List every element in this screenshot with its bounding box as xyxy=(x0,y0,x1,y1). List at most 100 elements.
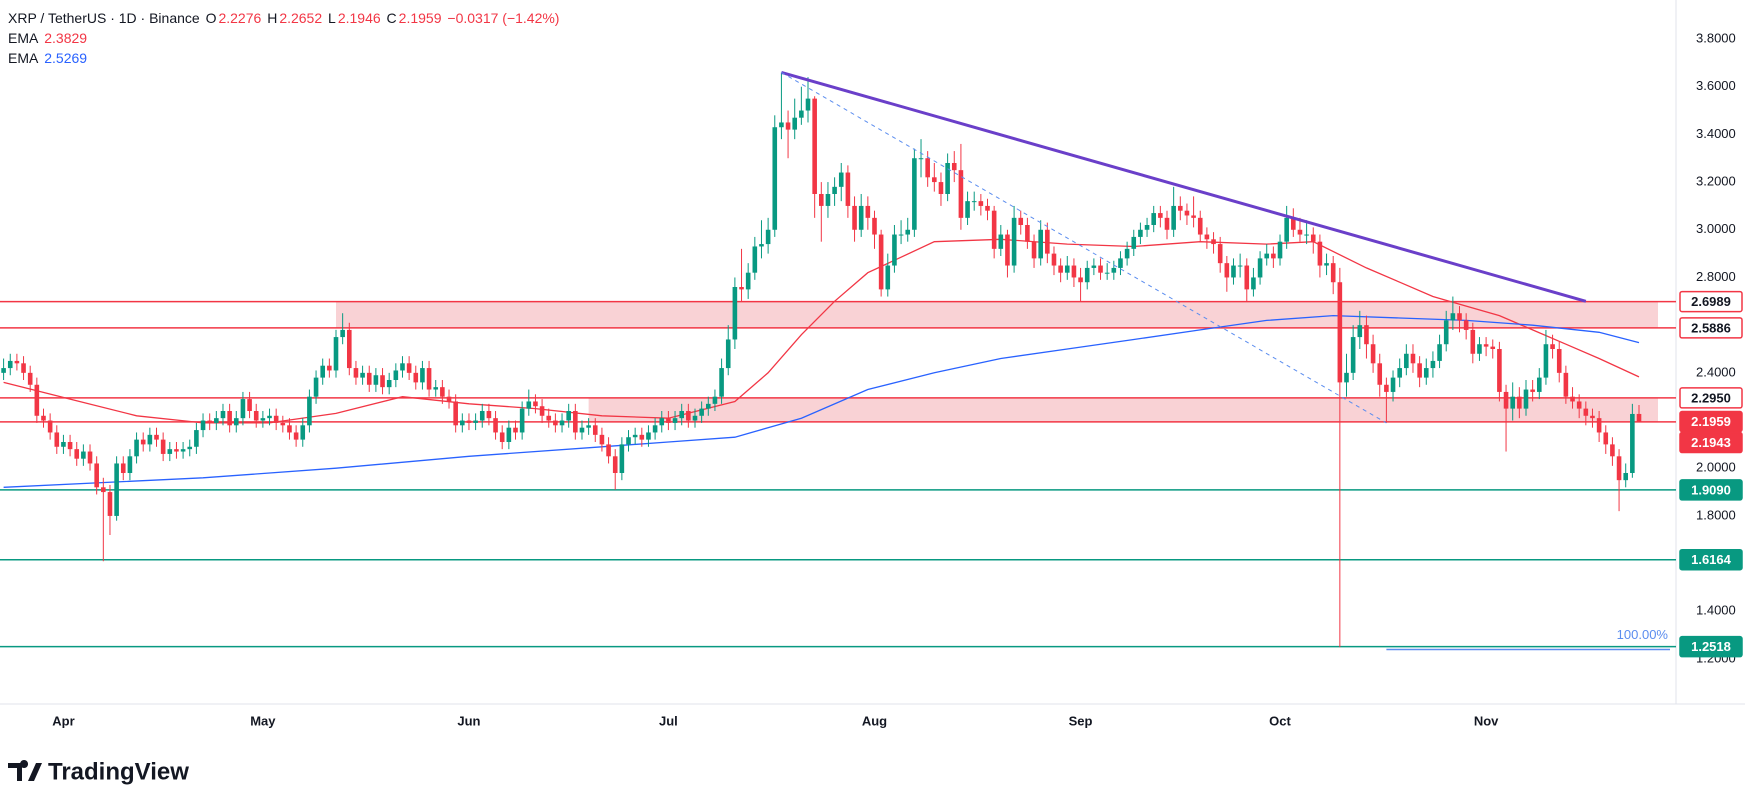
candle-body xyxy=(167,449,173,454)
candle-body xyxy=(1231,265,1236,278)
candle-body xyxy=(646,432,651,440)
candle-body xyxy=(1556,349,1562,373)
candle-body xyxy=(752,246,758,273)
y-tick-label: 1.8000 xyxy=(1696,507,1736,522)
y-tick-label: 3.6000 xyxy=(1696,78,1736,93)
candle-body xyxy=(27,372,33,385)
y-tick-label: 3.8000 xyxy=(1696,30,1736,45)
candle-body xyxy=(1284,217,1289,242)
candle-body xyxy=(1217,244,1223,264)
candle-body xyxy=(905,229,911,235)
candle-body xyxy=(360,372,365,378)
price-label-box xyxy=(1679,548,1743,571)
candle-body xyxy=(1550,344,1555,349)
candle-body xyxy=(380,375,385,388)
candle-body xyxy=(566,411,571,421)
candle-body xyxy=(845,172,851,206)
candle-body xyxy=(965,201,970,218)
price-label-box xyxy=(1679,479,1743,501)
candle-body xyxy=(519,408,525,433)
candle-body xyxy=(898,234,904,236)
candle-body xyxy=(41,415,46,421)
field-label: O xyxy=(205,10,217,26)
candle-body xyxy=(945,163,950,194)
candle-body xyxy=(1324,263,1329,266)
candle-body xyxy=(686,411,691,421)
candle-body xyxy=(1490,346,1496,349)
candle-body xyxy=(599,434,605,445)
candle-body xyxy=(1104,272,1110,274)
candle-body xyxy=(240,399,246,419)
candle-body xyxy=(1497,349,1502,392)
candle-body xyxy=(214,418,219,423)
candle-body xyxy=(918,158,924,160)
candle-body xyxy=(1430,360,1436,369)
candle-body xyxy=(1483,344,1489,347)
candle-body xyxy=(134,439,139,457)
candle-body xyxy=(1171,205,1176,230)
candle-body xyxy=(1470,329,1476,354)
candle-body xyxy=(998,234,1004,249)
candle-body xyxy=(1131,236,1137,249)
candle-body xyxy=(1111,267,1117,273)
field-label: L xyxy=(328,10,336,26)
candle-body xyxy=(453,401,458,426)
y-tick-label: 3.4000 xyxy=(1696,126,1736,141)
candle-body xyxy=(1357,325,1363,338)
candle-body xyxy=(626,437,631,445)
candle-body xyxy=(1417,363,1422,378)
candle-body xyxy=(386,380,392,388)
price-label-box xyxy=(1679,635,1743,658)
candle-body xyxy=(533,401,538,407)
candle-body xyxy=(1576,401,1582,409)
high-value: 2.2652 xyxy=(279,10,323,26)
candle-body xyxy=(779,122,784,128)
price-label: 1.2518 xyxy=(1691,639,1731,654)
candle-body xyxy=(799,110,804,118)
candle-body xyxy=(400,363,405,371)
symbol: XRP / TetherUS · 1D · Binance xyxy=(8,10,200,26)
x-tick-label: Jun xyxy=(457,713,480,728)
zone xyxy=(588,397,1658,422)
price-label: 1.9090 xyxy=(1691,482,1731,497)
candle-body xyxy=(1151,213,1157,225)
brand-logo: TradingView xyxy=(8,758,189,785)
candle-body xyxy=(838,172,844,187)
candle-body xyxy=(406,363,412,373)
candle-body xyxy=(586,425,591,428)
candle-body xyxy=(366,372,372,385)
candle-body xyxy=(499,432,505,442)
candle-body xyxy=(1244,265,1250,290)
fib-level-label: 100.00% xyxy=(1617,627,1669,642)
candle-body xyxy=(1098,265,1103,273)
candle-body xyxy=(792,117,798,130)
candle-body xyxy=(353,368,359,378)
candle-body xyxy=(1138,229,1143,237)
candle-body xyxy=(1211,239,1216,245)
candle-body xyxy=(612,456,618,473)
y-tick-label: 2.8000 xyxy=(1696,269,1736,284)
field-label: C xyxy=(386,10,397,26)
candle-body xyxy=(1590,415,1595,419)
candle-body xyxy=(1158,213,1163,218)
candle-body xyxy=(1563,372,1569,397)
candle-body xyxy=(559,420,565,426)
trendline xyxy=(781,70,1587,303)
candle-body xyxy=(971,201,977,203)
candle-body xyxy=(938,182,944,194)
candle-body xyxy=(174,449,179,452)
candle-body xyxy=(679,411,684,419)
price-label: 2.5886 xyxy=(1691,320,1731,335)
candle-body xyxy=(260,418,266,421)
candle-body xyxy=(1616,456,1622,481)
price-label: 2.1943 xyxy=(1691,435,1731,450)
candle-body xyxy=(1570,396,1575,402)
candle-body xyxy=(639,434,645,440)
candle-body xyxy=(14,360,20,364)
candle-body xyxy=(1623,473,1629,481)
candle-body xyxy=(287,425,292,433)
